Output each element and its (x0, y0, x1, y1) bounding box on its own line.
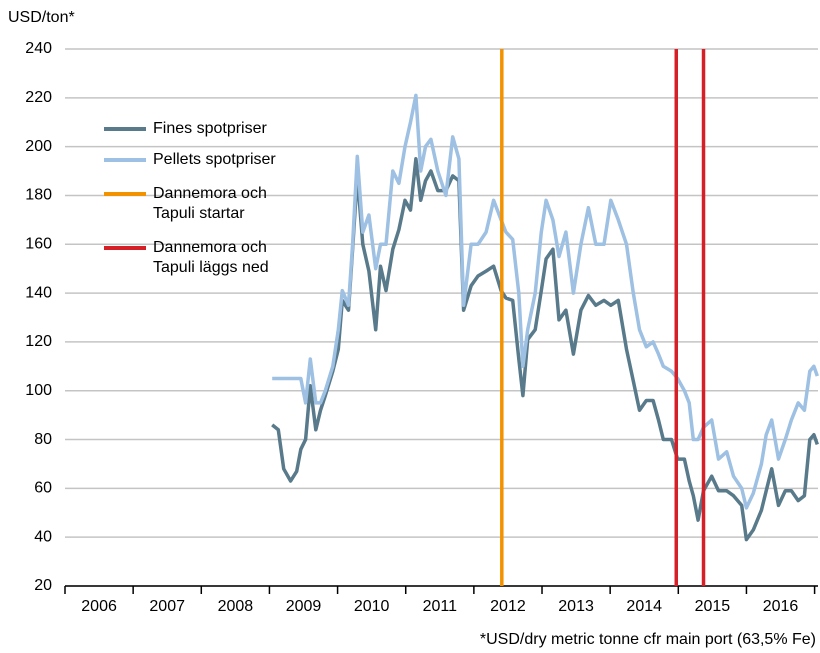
x-tick-label: 2014 (626, 598, 662, 615)
y-tick-label: 60 (34, 480, 52, 497)
y-tick-label: 120 (25, 333, 52, 350)
x-tick-label: 2016 (763, 598, 799, 615)
x-tick-label: 2010 (354, 598, 390, 615)
y-tick-label: 240 (25, 40, 52, 57)
y-tick-label: 100 (25, 382, 52, 399)
y-tick-label: 140 (25, 284, 52, 301)
x-tick-label: 2007 (149, 598, 185, 615)
y-tick-label: 180 (25, 187, 52, 204)
y-axis-label: USD/ton* (8, 9, 75, 26)
y-tick-label: 160 (25, 235, 52, 252)
footnote: *USD/dry metric tonne cfr main port (63,… (480, 631, 816, 648)
legend-label: Dannemora och Tapuli startar (153, 185, 267, 222)
legend-label: Dannemora och Tapuli läggs ned (153, 239, 269, 276)
x-tick-label: 2006 (81, 598, 117, 615)
x-tick-label: 2013 (558, 598, 594, 615)
y-tick-label: 80 (34, 431, 52, 448)
x-tick-label: 2015 (695, 598, 731, 615)
x-tick-label: 2012 (490, 598, 526, 615)
x-tick-label: 2011 (423, 598, 458, 615)
y-tick-label: 200 (25, 138, 52, 155)
x-tick-label: 2008 (218, 598, 254, 615)
series-line (272, 93, 819, 510)
legend-label: Pellets spotpriser (153, 151, 276, 168)
x-tick-label: 2009 (286, 598, 322, 615)
y-tick-label: 220 (25, 89, 52, 106)
legend-label: Fines spotpriser (153, 120, 267, 137)
y-tick-label: 40 (34, 528, 52, 545)
y-tick-label: 20 (34, 577, 52, 594)
